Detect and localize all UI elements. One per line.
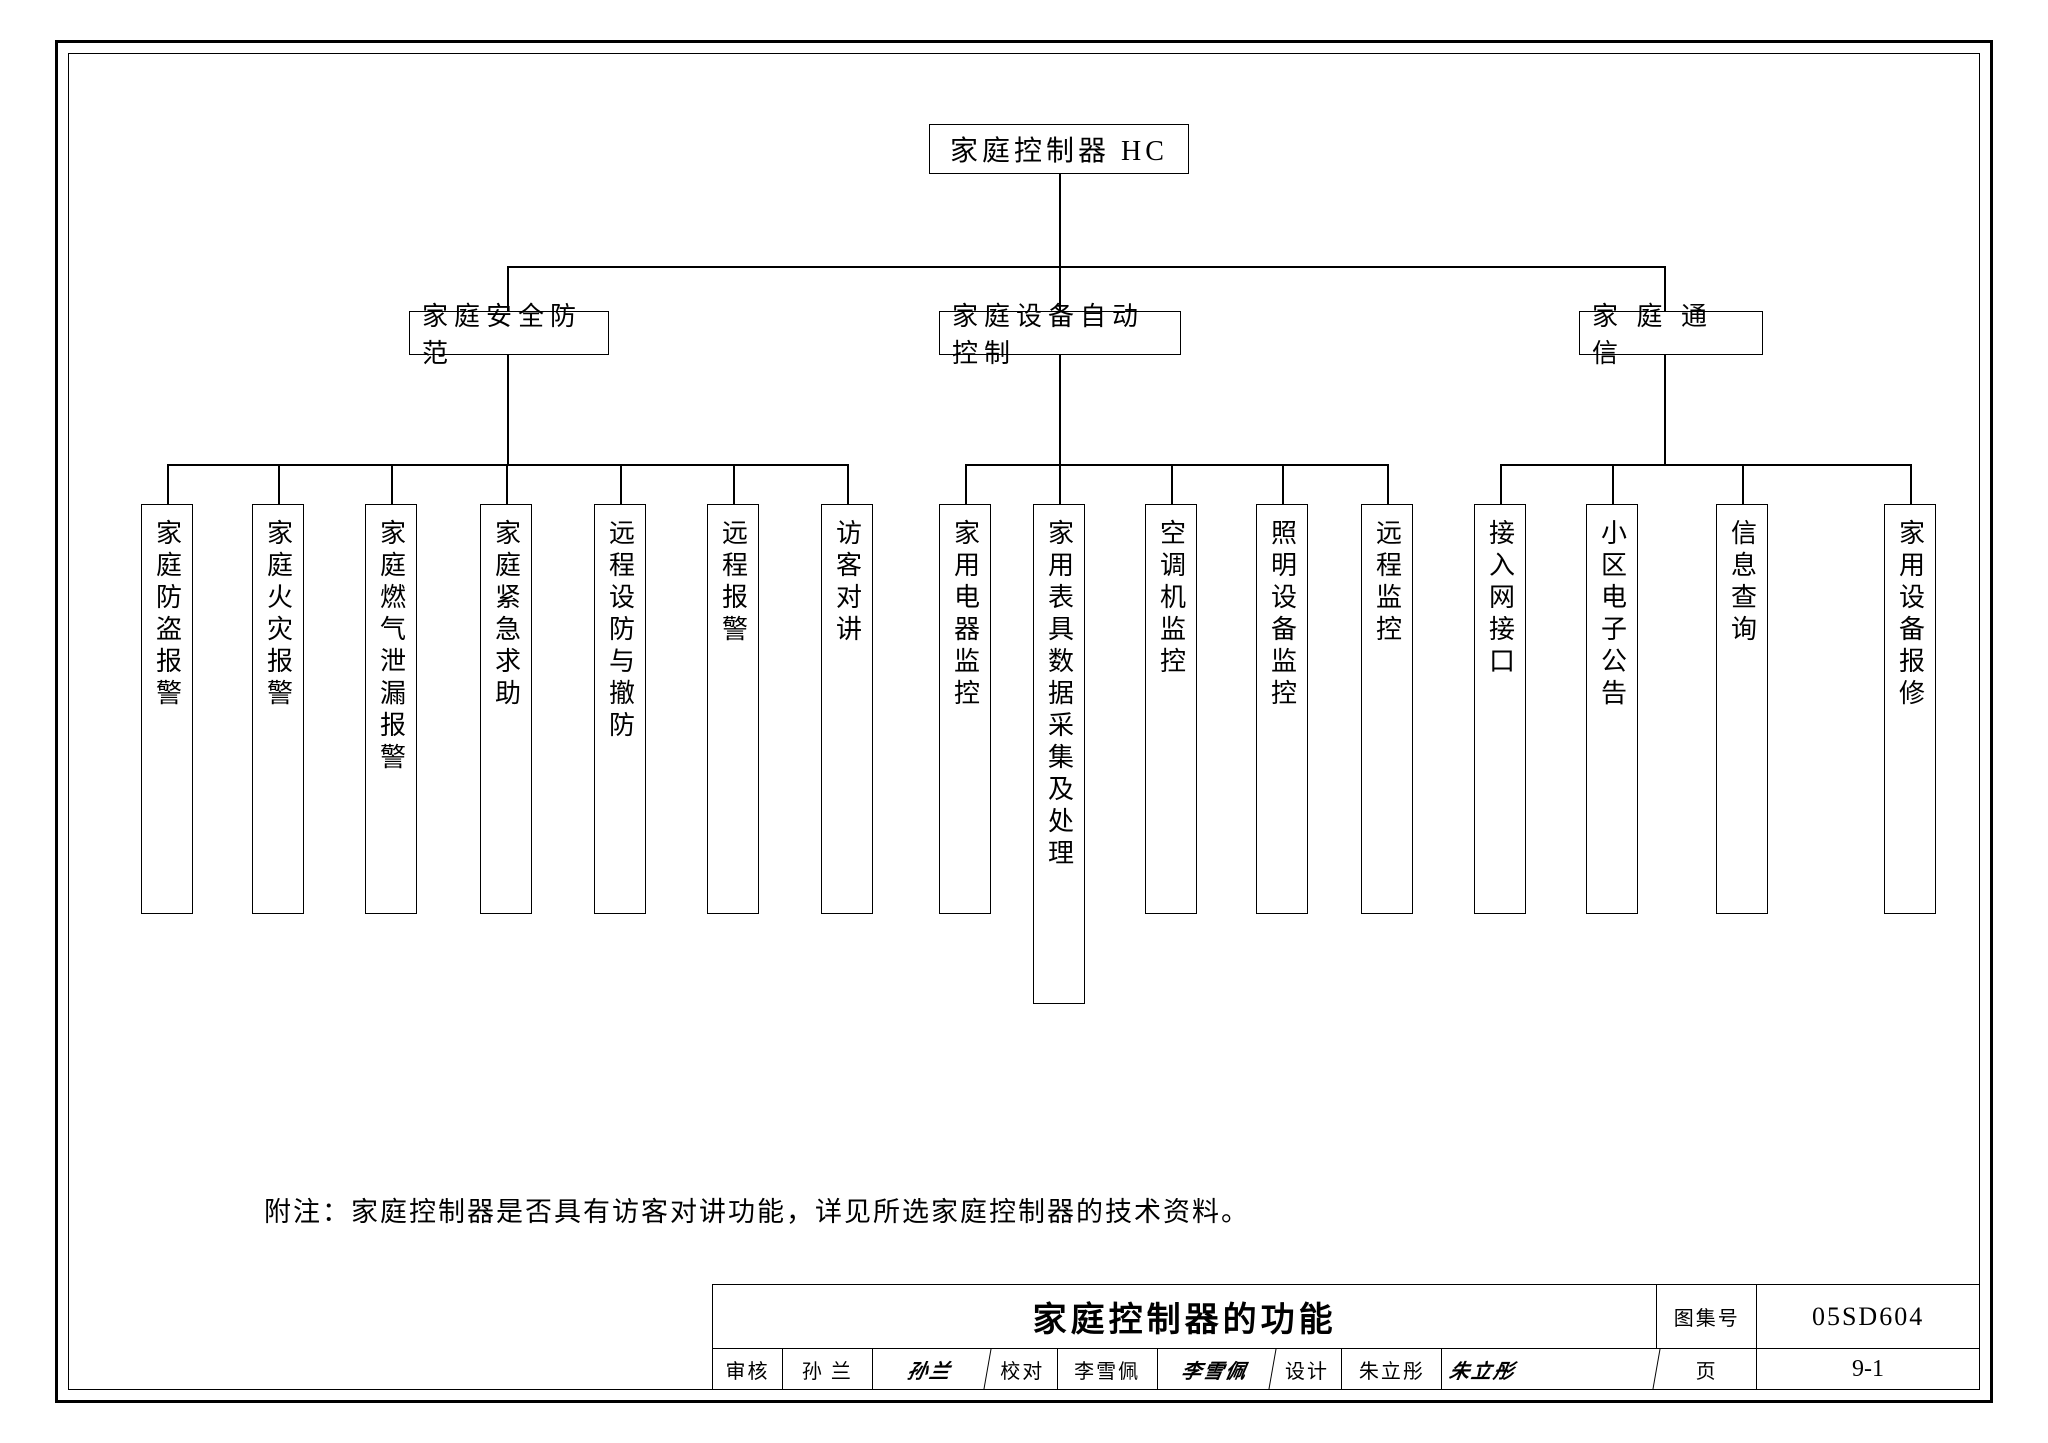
leaf-node-2-0: 接入网接口 [1474, 504, 1526, 914]
leaf-node-0-3: 家庭紧急求助 [480, 504, 532, 914]
leaf-node-2-3: 家用设备报修 [1884, 504, 1936, 914]
leaf-node-1-2: 空调机监控 [1145, 504, 1197, 914]
leaf-node-0-2: 家庭燃气泄漏报警 [365, 504, 417, 914]
page-value: 9-1 [1757, 1349, 1979, 1389]
connector [733, 464, 735, 504]
connector [620, 464, 622, 504]
mid-node-device: 家庭设备自动控制 [939, 311, 1181, 355]
leaf-node-0-0: 家庭防盗报警 [141, 504, 193, 914]
connector [167, 464, 849, 466]
root-node: 家庭控制器 HC [929, 124, 1189, 174]
leaf-node-1-1: 家用表具数据采集及处理 [1033, 504, 1085, 1004]
connector [1059, 355, 1061, 464]
footnote: 附注：家庭控制器是否具有访客对讲功能，详见所选家庭控制器的技术资料。 [264, 1190, 1250, 1229]
connector [167, 464, 169, 504]
leaf-node-0-1: 家庭火灾报警 [252, 504, 304, 914]
review-name: 孙 兰 [783, 1349, 873, 1389]
leaf-node-0-5: 远程报警 [707, 504, 759, 914]
connector [1059, 464, 1061, 504]
review-signature: 孙兰 [869, 1349, 991, 1389]
connector [1387, 464, 1389, 504]
connector [507, 266, 1664, 268]
connector [1742, 464, 1744, 504]
connector [966, 464, 1389, 466]
connector [278, 464, 280, 504]
connector [1612, 464, 1614, 504]
connector [1500, 464, 1502, 504]
drawing-title: 家庭控制器的功能 [713, 1285, 1657, 1348]
connector [847, 464, 849, 504]
connector [1282, 464, 1284, 504]
review-label: 审核 [713, 1349, 783, 1389]
connector [391, 464, 393, 504]
connector [1171, 464, 1173, 504]
page-label: 页 [1657, 1349, 1757, 1389]
leaf-node-0-4: 远程设防与撤防 [594, 504, 646, 914]
design-label: 设计 [1273, 1349, 1343, 1389]
tree-diagram: 家庭控制器 HC 家庭安全防范 家庭设备自动控制 家 庭 通 信家庭防盗报警 家庭火灾报… [69, 54, 1979, 1389]
check-label: 校对 [988, 1349, 1058, 1389]
connector [1664, 355, 1666, 464]
check-signature: 李雪佩 [1154, 1349, 1276, 1389]
outer-frame: 家庭控制器 HC 家庭安全防范 家庭设备自动控制 家 庭 通 信家庭防盗报警 家庭火灾报… [55, 40, 1993, 1403]
design-name: 朱立彤 [1342, 1349, 1442, 1389]
drawing-set-value: 05SD604 [1757, 1285, 1979, 1348]
connector [507, 355, 509, 464]
leaf-node-1-4: 远程监控 [1361, 504, 1413, 914]
check-name: 李雪佩 [1058, 1349, 1158, 1389]
inner-frame: 家庭控制器 HC 家庭安全防范 家庭设备自动控制 家 庭 通 信家庭防盗报警 家庭火灾报… [68, 53, 1980, 1390]
leaf-node-1-3: 照明设备监控 [1256, 504, 1308, 914]
connector [1910, 464, 1912, 504]
connector [1501, 464, 1912, 466]
leaf-node-2-1: 小区电子公告 [1586, 504, 1638, 914]
connector [1059, 174, 1061, 266]
title-block: 家庭控制器的功能 图集号 05SD604 审核 孙 兰 孙兰 校对 李雪佩 李雪… [712, 1284, 1979, 1389]
leaf-node-2-2: 信息查询 [1716, 504, 1768, 914]
mid-node-comm: 家 庭 通 信 [1579, 311, 1763, 355]
connector [506, 464, 508, 504]
connector [965, 464, 967, 504]
mid-node-safety: 家庭安全防范 [409, 311, 609, 355]
design-signature: 朱立彤 [1439, 1349, 1661, 1389]
drawing-set-label: 图集号 [1657, 1285, 1757, 1348]
leaf-node-1-0: 家用电器监控 [939, 504, 991, 914]
leaf-node-0-6: 访客对讲 [821, 504, 873, 914]
